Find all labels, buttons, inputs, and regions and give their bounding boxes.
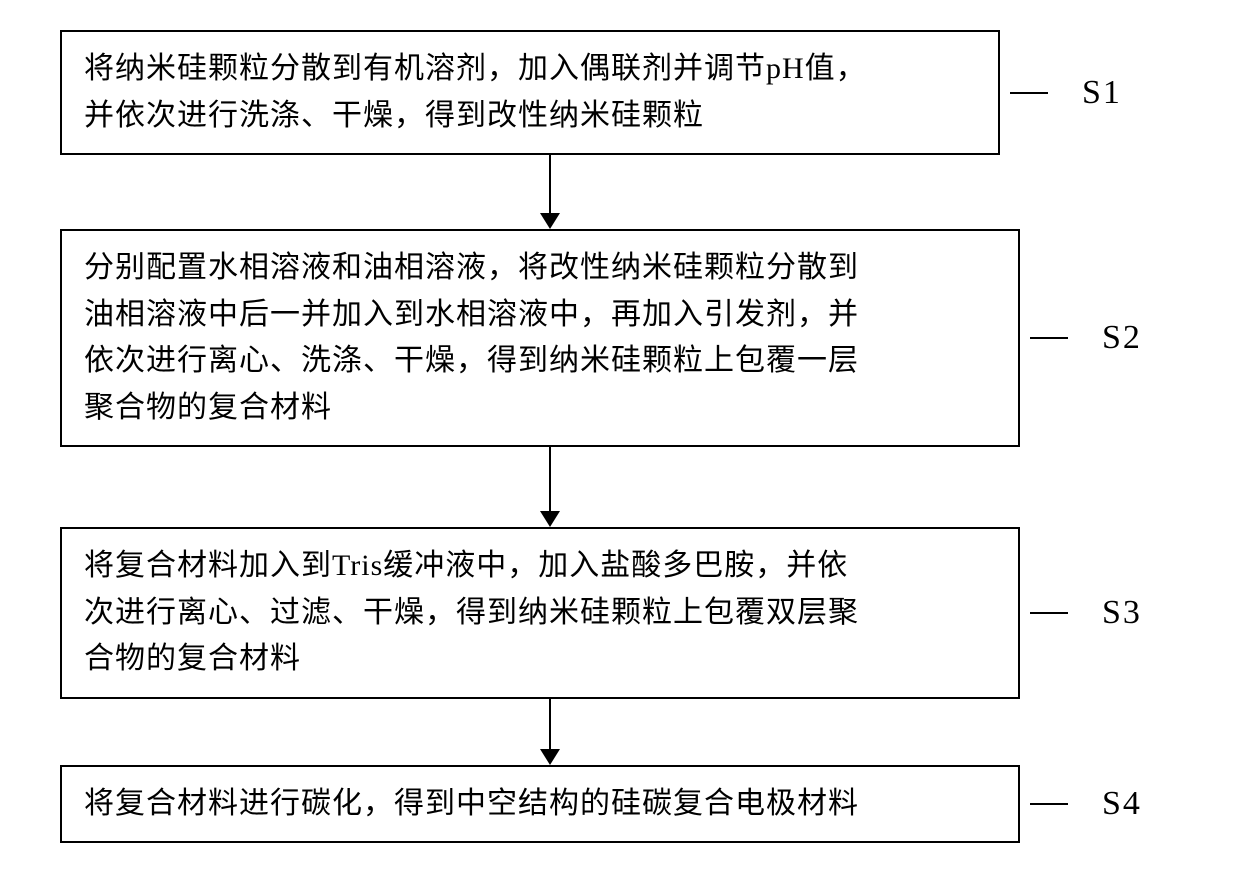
step-box: 将复合材料进行碳化，得到中空结构的硅碳复合电极材料 [60,765,1020,844]
arrow-line [549,447,551,511]
step-box: 将复合材料加入到Tris缓冲液中，加入盐酸多巴胺，并依 次进行离心、过滤、干燥，… [60,527,1020,699]
step-text: 将纳米硅颗粒分散到有机溶剂，加入偶联剂并调节pH值， 并依次进行洗涤、干燥，得到… [84,46,976,139]
flow-step-s1: 将纳米硅颗粒分散到有机溶剂，加入偶联剂并调节pH值， 并依次进行洗涤、干燥，得到… [60,30,1180,155]
flowchart-container: 将纳米硅颗粒分散到有机溶剂，加入偶联剂并调节pH值， 并依次进行洗涤、干燥，得到… [60,30,1180,843]
label-connector-dash [1030,337,1068,339]
step-label: S1 [1082,74,1122,112]
step-label: S3 [1102,594,1142,632]
step-box: 分别配置水相溶液和油相溶液，将改性纳米硅颗粒分散到 油相溶液中后一并加入到水相溶… [60,229,1020,447]
label-connector-dash [1030,803,1068,805]
label-connector-dash [1010,92,1048,94]
flow-step-s3: 将复合材料加入到Tris缓冲液中，加入盐酸多巴胺，并依 次进行离心、过滤、干燥，… [60,527,1180,699]
arrow-line [549,155,551,213]
step-box: 将纳米硅颗粒分散到有机溶剂，加入偶联剂并调节pH值， 并依次进行洗涤、干燥，得到… [60,30,1000,155]
step-label: S4 [1102,785,1142,823]
label-connector-dash [1030,612,1068,614]
flow-step-s2: 分别配置水相溶液和油相溶液，将改性纳米硅颗粒分散到 油相溶液中后一并加入到水相溶… [60,229,1180,447]
step-label: S2 [1102,319,1142,357]
step-text: 将复合材料加入到Tris缓冲液中，加入盐酸多巴胺，并依 次进行离心、过滤、干燥，… [84,543,996,683]
arrow-head-icon [540,213,560,229]
step-text: 将复合材料进行碳化，得到中空结构的硅碳复合电极材料 [84,781,996,828]
arrow-line [549,699,551,749]
arrow-connector [60,699,1180,765]
arrow-connector [60,447,1180,527]
flow-step-s4: 将复合材料进行碳化，得到中空结构的硅碳复合电极材料 S4 [60,765,1180,844]
arrow-head-icon [540,511,560,527]
arrow-head-icon [540,749,560,765]
arrow-connector [60,155,1180,229]
step-text: 分别配置水相溶液和油相溶液，将改性纳米硅颗粒分散到 油相溶液中后一并加入到水相溶… [84,245,996,431]
